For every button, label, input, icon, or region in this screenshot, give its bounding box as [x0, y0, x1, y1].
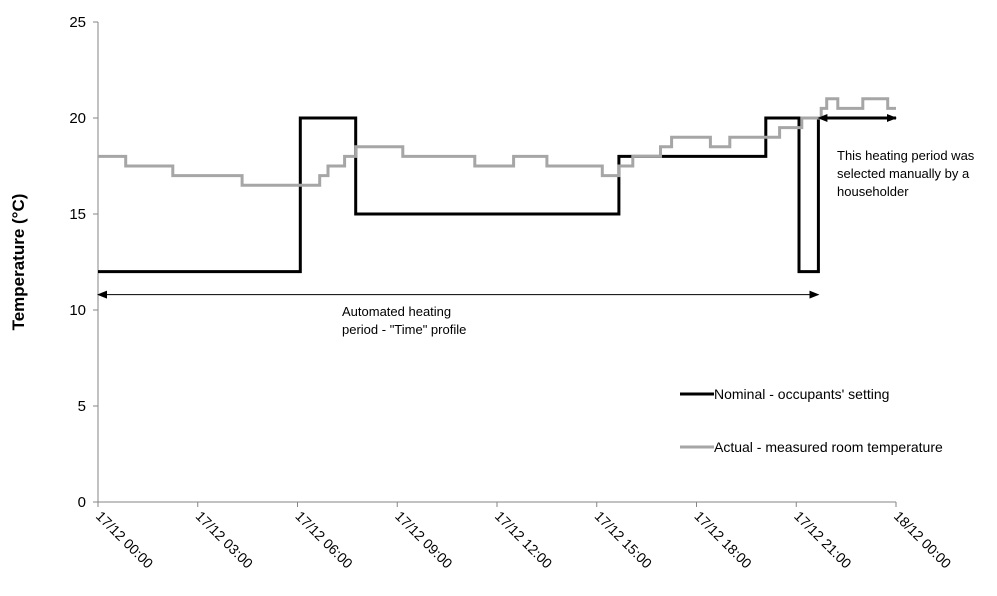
- x-tick-label: 17/12 12:00: [492, 508, 556, 572]
- legend-label-nominal: Nominal - occupants' setting: [714, 386, 889, 402]
- y-tick-label: 0: [78, 494, 86, 511]
- y-tick-label: 10: [69, 302, 86, 319]
- legend-item-actual: Actual - measured room temperature: [680, 439, 943, 455]
- y-ticks: 0 5 10 15 20 25: [69, 14, 98, 511]
- automated-period-label-line-1: Automated heating: [342, 304, 451, 319]
- y-tick-label: 5: [78, 398, 86, 415]
- automated-period-label: Automated heating period - "Time" profil…: [342, 304, 466, 337]
- x-tick-label: 17/12 15:00: [592, 508, 656, 572]
- series-line-nominal: [98, 116, 896, 274]
- x-tick-label: 17/12 03:00: [193, 508, 257, 572]
- series-line-actual: [98, 97, 896, 187]
- y-axis-title: Temperature (°C): [9, 194, 28, 331]
- automated-period-label-line-2: period - "Time" profile: [342, 322, 466, 337]
- x-tick-label: 17/12 09:00: [392, 508, 456, 572]
- manual-period-label-line-3: householder: [837, 184, 909, 199]
- x-tick-label: 17/12 21:00: [791, 508, 855, 572]
- series-layer: [98, 97, 896, 274]
- y-tick-label: 20: [69, 110, 86, 127]
- legend-item-nominal: Nominal - occupants' setting: [680, 386, 889, 402]
- legend: Nominal - occupants' setting Actual - me…: [680, 386, 943, 455]
- manual-period-label-line-2: selected manually by a: [837, 166, 970, 181]
- x-tick-label: 17/12 18:00: [691, 508, 755, 572]
- y-tick-label: 25: [69, 14, 86, 31]
- x-tick-label: 18/12 00:00: [891, 508, 955, 572]
- manual-period-label: This heating period was selected manuall…: [837, 148, 978, 199]
- annotation-automated-period: Automated heating period - "Time" profil…: [97, 290, 820, 337]
- x-tick-label: 17/12 06:00: [292, 508, 356, 572]
- y-tick-label: 15: [69, 206, 86, 223]
- axes: [97, 22, 896, 503]
- manual-period-label-line-1: This heating period was: [837, 148, 975, 163]
- x-ticks: 17/12 00:00 17/12 03:00 17/12 06:00 17/12 0…: [93, 502, 955, 572]
- legend-label-actual: Actual - measured room temperature: [714, 439, 943, 455]
- annotation-manual-period: This heating period was selected manuall…: [817, 114, 978, 199]
- x-tick-label: 17/12 00:00: [93, 508, 157, 572]
